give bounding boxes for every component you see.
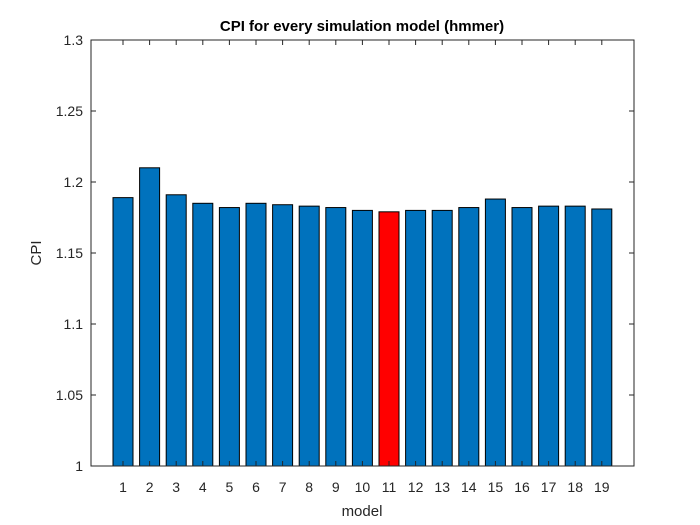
- x-tick-label: 7: [279, 479, 287, 495]
- x-tick-label: 3: [172, 479, 180, 495]
- bars-group: [112, 167, 613, 467]
- bar-model-1: [112, 197, 134, 467]
- bar-model-18: [564, 205, 586, 467]
- bar-model-3: [165, 194, 187, 467]
- y-tick-label: 1.05: [56, 387, 83, 403]
- y-tick-label: 1.2: [64, 174, 84, 190]
- x-tick-label: 2: [146, 479, 154, 495]
- bar-model-5: [218, 207, 240, 467]
- x-axis-label: model: [342, 503, 383, 520]
- bar-model-16: [511, 207, 533, 467]
- x-tick-label: 4: [199, 479, 207, 495]
- bar-model-9: [325, 207, 347, 467]
- bar-model-4: [192, 202, 214, 467]
- x-tick-label: 1: [119, 479, 127, 495]
- x-tick-label: 19: [594, 479, 610, 495]
- bar-model-12: [405, 209, 427, 467]
- x-tick-label: 16: [514, 479, 530, 495]
- y-tick-label: 1.1: [64, 316, 84, 332]
- x-axis: 1 2 3 4 5 6 7 8 9 10 11 12 13 14 15 16 17 18 19: [119, 40, 610, 495]
- bar-model-19: [591, 208, 613, 467]
- bar-model-17: [538, 205, 560, 467]
- x-tick-label: 5: [226, 479, 234, 495]
- bar-model-10: [351, 209, 373, 467]
- bar-model-2: [139, 167, 161, 467]
- y-tick-label: 1: [75, 458, 83, 474]
- x-tick-label: 15: [488, 479, 504, 495]
- bar-model-14: [458, 207, 480, 467]
- y-tick-label: 1.15: [56, 245, 83, 261]
- bar-model-15: [484, 198, 506, 467]
- x-tick-label: 17: [541, 479, 557, 495]
- x-tick-label: 9: [332, 479, 340, 495]
- bar-model-13: [431, 209, 453, 467]
- y-tick-label: 1.25: [56, 103, 83, 119]
- x-tick-label: 6: [252, 479, 260, 495]
- x-tick-label: 11: [382, 479, 397, 495]
- x-tick-label: 13: [434, 479, 450, 495]
- chart-title: CPI for every simulation model (hmmer): [220, 18, 504, 35]
- x-tick-label: 14: [461, 479, 477, 495]
- bar-model-11: [378, 211, 400, 467]
- x-tick-label: 8: [305, 479, 313, 495]
- x-tick-label: 10: [355, 479, 371, 495]
- y-axis-label: CPI: [28, 240, 45, 265]
- bar-model-7: [272, 204, 294, 467]
- bar-model-8: [298, 205, 320, 467]
- bar-model-6: [245, 202, 267, 467]
- y-tick-label: 1.3: [64, 32, 84, 48]
- x-tick-label: 18: [567, 479, 583, 495]
- x-tick-label: 12: [408, 479, 424, 495]
- y-axis: 1 1.05 1.1 1.15 1.2 1.25 1.3: [56, 32, 634, 474]
